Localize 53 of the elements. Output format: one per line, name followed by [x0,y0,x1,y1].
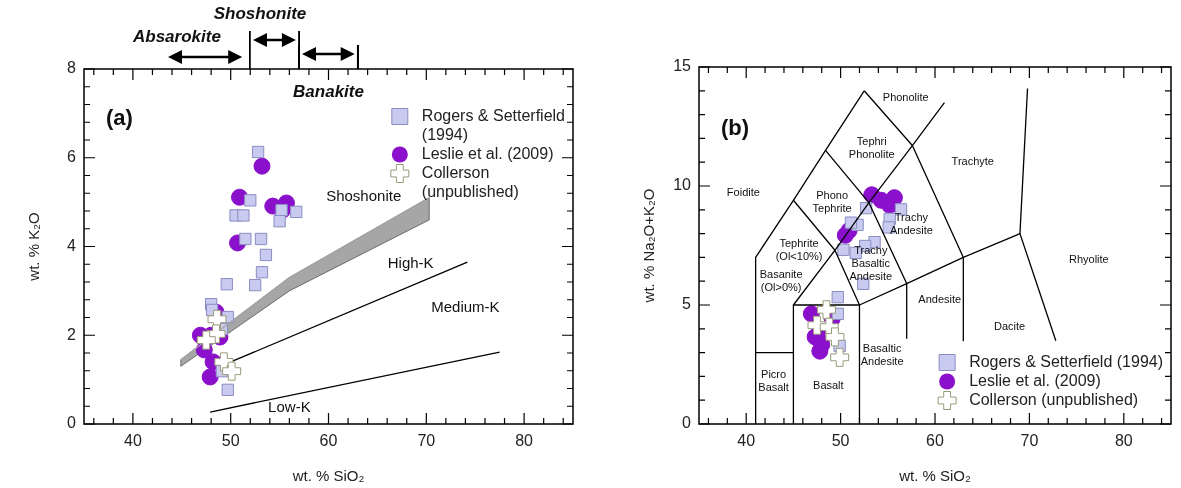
text: Absarokite [131,26,221,46]
x-tick-label: 50 [221,432,240,450]
x-axis-title: wt. % SiO₂ [898,467,972,485]
x-tick-label: 60 [926,432,944,450]
annotation: Basaltic Andesite [860,341,904,367]
annotation: Picro Basalt [758,367,789,393]
y-tick-label: 5 [682,295,692,313]
annotation: Tephri Phonolite [848,134,895,160]
y-axis-title: wt. % Na₂O+K₂O [640,188,658,304]
text: (b) [721,115,750,141]
annotation: Phono Tephrite [812,189,852,215]
annotation: Rhyolite [1069,252,1109,265]
annotation: Basalt [813,378,844,391]
legend-label: Collerson (unpublished) [421,163,519,200]
annotation: Shoshonite [326,186,402,204]
annotation: Tephrite (Ol<10%) [775,236,823,262]
y-tick-label: 0 [682,414,692,432]
y-tick-label: 2 [67,325,77,343]
x-axis-title: wt. % SiO₂ [291,467,365,485]
x-tick-label: 50 [831,432,850,450]
text: Shoshonite [213,3,307,23]
x-tick-label: 80 [515,432,534,450]
legend-label: Leslie et al. (2009) [969,371,1101,389]
annotation: Banakite [293,81,364,101]
annotation: High-K [387,253,434,271]
annotation: Basanite (Ol>0%) [759,267,803,293]
x-tick-label: 60 [319,432,338,450]
x-tick-label: 70 [1020,432,1039,450]
annotation: Foidite [726,186,760,199]
y-axis-title: wt. % K₂O [25,212,43,282]
y-tick-label: 8 [67,59,77,77]
x-tick-label: 40 [737,432,756,450]
x-tick-label: 70 [417,432,436,450]
legend-label: Collerson (unpublished) [969,390,1139,408]
x-tick-label: 80 [1114,432,1133,450]
annotation: Dacite [993,319,1026,332]
annotation: Trachy Basaltic Andesite [849,244,893,283]
annotation: Trachyte [951,155,994,168]
annotation: Medium-K [431,297,500,315]
annotation: Andesite [918,292,962,305]
legend-label: Rogers & Setterfield (1994) [969,352,1163,370]
annotation: Low-K [268,397,311,415]
legend-label: Rogers & Setterfield (1994) [421,106,566,143]
legend-label: Leslie et al. (2009) [421,144,554,162]
annotation: Phonolite [882,91,929,104]
annotation: Trachy Andesite [889,210,933,236]
x-tick-label: 40 [124,432,142,450]
y-tick-label: 6 [67,148,77,166]
y-tick-label: 10 [673,176,692,194]
y-tick-label: 4 [67,236,77,254]
y-tick-label: 15 [673,57,692,75]
text: (a) [106,105,133,131]
y-tick-label: 0 [67,414,77,432]
